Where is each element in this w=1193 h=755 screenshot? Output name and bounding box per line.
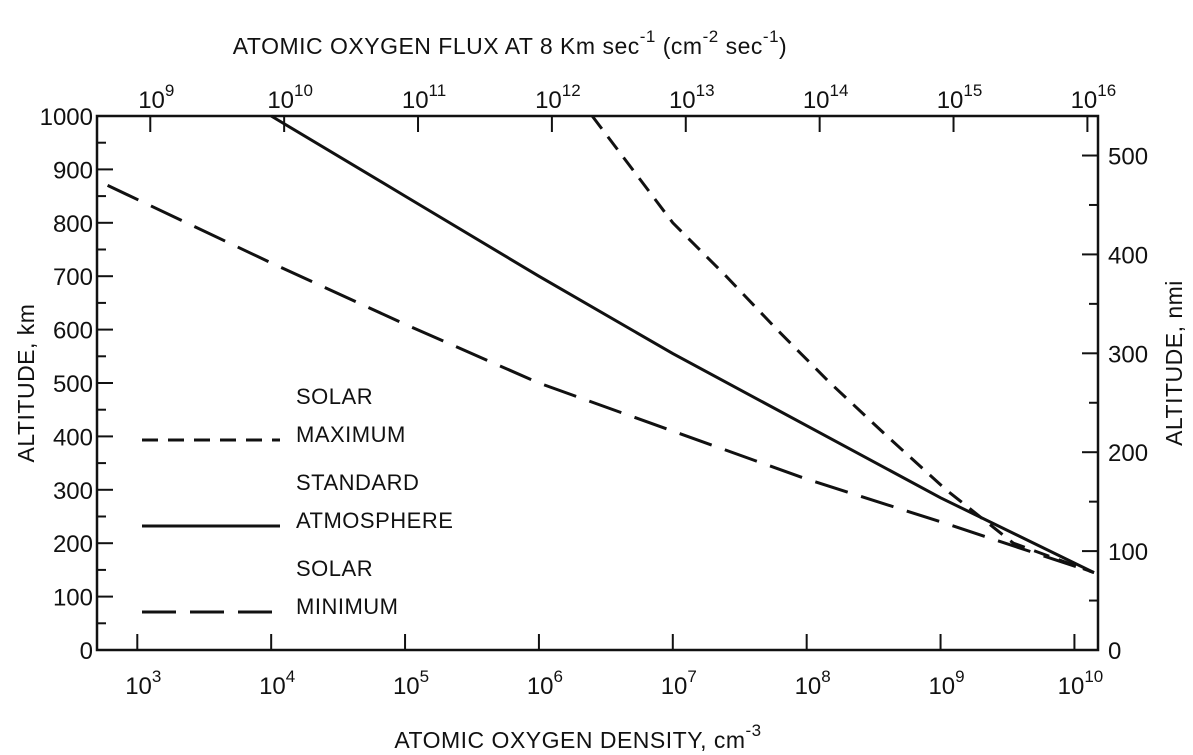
y2-tick-label-3: 300 <box>1108 341 1148 368</box>
x2-tick-label-4: 1013 <box>669 81 715 114</box>
x2-tick-label-6: 1015 <box>937 81 983 114</box>
y-tick-label-3: 300 <box>53 478 93 505</box>
y-tick-label-8: 800 <box>53 211 93 238</box>
series-line-standard-atmosphere <box>270 114 1095 574</box>
x-tick-label-5: 108 <box>795 667 831 700</box>
legend-label-2-0: SOLAR <box>296 556 373 581</box>
x-tick-label-7: 1010 <box>1058 667 1104 700</box>
y-tick-label-2: 200 <box>53 531 93 558</box>
x2-tick-label-0: 109 <box>138 81 174 114</box>
y-tick-label-5: 500 <box>53 371 93 398</box>
y-tick-label-0: 0 <box>80 638 93 665</box>
x2-axis-title: ATOMIC OXYGEN FLUX AT 8 Km sec-1 (cm-2 s… <box>233 27 787 59</box>
y2-tick-label-1: 100 <box>1108 539 1148 566</box>
y2-tick-label-0: 0 <box>1108 638 1121 665</box>
y-axis-title: ALTITUDE, km <box>13 304 39 463</box>
y2-tick-label-5: 500 <box>1108 144 1148 171</box>
legend-label-2-1: MINIMUM <box>296 594 398 619</box>
y2-tick-label-2: 200 <box>1108 440 1148 467</box>
legend: SOLAR MAXIMUM STANDARD ATMOSPHERE SOLAR MINIM… <box>142 384 453 619</box>
y-tick-label-9: 900 <box>53 157 93 184</box>
x-tick-label-2: 105 <box>393 667 429 700</box>
y2-tick-label-4: 400 <box>1108 242 1148 269</box>
series-line-solar-maximum <box>591 115 1095 575</box>
x2-tick-label-7: 1016 <box>1071 81 1117 114</box>
legend-label-0-1: MAXIMUM <box>296 422 406 447</box>
legend-label-1-0: STANDARD <box>296 470 419 495</box>
axis-titles: ATOMIC OXYGEN DENSITY, cm-3 ATOMIC OXYGEN… <box>13 27 1187 753</box>
legend-label-0-0: SOLAR <box>296 384 373 409</box>
x-tick-label-0: 103 <box>125 667 161 700</box>
plot-frame <box>95 114 1100 652</box>
y-tick-label-10: 1000 <box>40 104 93 131</box>
axes: 103 104 105 106 107 108 109 1010 109 1010 1011 1012… <box>40 81 1148 700</box>
y-tick-label-1: 100 <box>53 585 93 612</box>
x-tick-label-3: 106 <box>527 667 563 700</box>
series-line-solar-minimum <box>106 184 1095 575</box>
y2-axis-title: ALTITUDE, nmi <box>1161 280 1187 446</box>
x2-tick-label-5: 1014 <box>803 81 849 114</box>
x-tick-label-4: 107 <box>661 667 697 700</box>
x2-tick-label-2: 1011 <box>402 81 446 114</box>
x-tick-label-6: 109 <box>928 667 964 700</box>
y-tick-label-4: 400 <box>53 424 93 451</box>
y-tick-label-7: 700 <box>53 264 93 291</box>
y-tick-label-6: 600 <box>53 318 93 345</box>
x-axis-title: ATOMIC OXYGEN DENSITY, cm-3 <box>394 721 761 753</box>
x-tick-label-1: 104 <box>259 667 295 700</box>
series-lines <box>106 114 1095 575</box>
x2-tick-label-3: 1012 <box>535 81 581 114</box>
x2-tick-label-1: 1010 <box>267 81 313 114</box>
legend-label-1-1: ATMOSPHERE <box>296 508 453 533</box>
